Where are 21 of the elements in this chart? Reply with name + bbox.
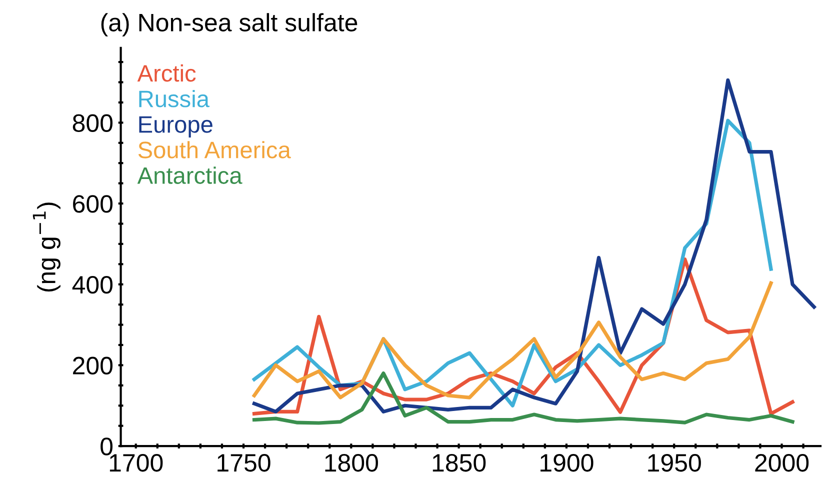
x-tick-label: 2000: [755, 454, 809, 472]
y-axis-title: (ng g$^{−1}$): [32, 202, 60, 292]
chart-title: (a) Non-sea salt sulfate: [101, 13, 358, 36]
x-tick-label: 1950: [648, 454, 701, 472]
line-series: [252, 371, 794, 425]
line-series: [252, 281, 773, 400]
text: Russia: [139, 90, 210, 108]
y-tick-label: 400: [72, 276, 113, 294]
x-tick-label: 1850: [432, 454, 486, 472]
x-tick-label: 1800: [325, 454, 378, 472]
y-tick-label: 800: [72, 114, 113, 132]
y-tick-label: 200: [73, 356, 113, 374]
x-tick-label: 1900: [540, 454, 594, 472]
y-tick-label: 0: [100, 438, 113, 456]
text: South America: [138, 141, 291, 158]
text: Antarctica: [137, 166, 242, 184]
x-tick-label: 1750: [218, 454, 270, 472]
text: Europe: [139, 116, 212, 138]
y-tick-label: 600: [73, 195, 113, 213]
text: Arctic: [137, 64, 196, 82]
x-tick-label: 1700: [110, 454, 163, 472]
